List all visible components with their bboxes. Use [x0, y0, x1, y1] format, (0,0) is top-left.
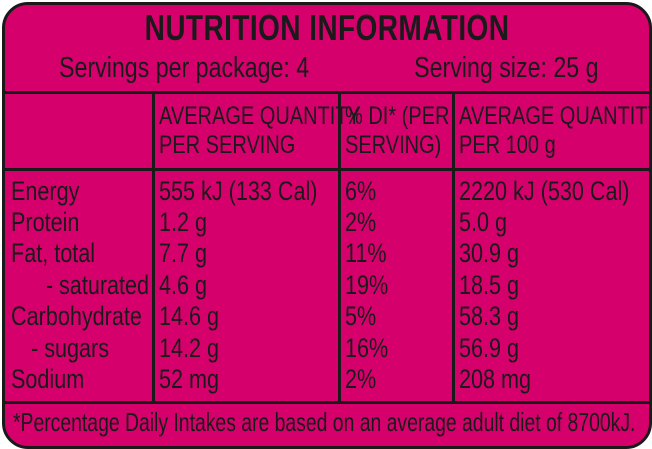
di-value: 6%	[345, 176, 377, 206]
per-100g-value: 5.0 g	[459, 207, 508, 237]
rule-header-bottom	[5, 168, 649, 171]
header-avg-100g-line2: PER 100 g	[459, 131, 556, 159]
per-100g-value: 208 mg	[459, 364, 532, 394]
di-value: 11%	[345, 238, 387, 268]
nutrient-label: Energy	[11, 176, 80, 206]
nutrient-label: - sugars	[31, 333, 110, 363]
di-value: 5%	[345, 301, 377, 331]
per-serving-value: 7.7 g	[159, 238, 208, 268]
di-value: 16%	[345, 333, 389, 363]
footnote: *Percentage Daily Intakes are based on a…	[13, 407, 636, 437]
panel-title: NUTRITION INFORMATION	[144, 7, 510, 48]
nutrient-label: - saturated	[45, 270, 149, 300]
per-100g-value: 30.9 g	[459, 238, 520, 268]
per-100g-value: 2220 kJ (530 Cal)	[459, 176, 630, 206]
di-value: 19%	[345, 270, 389, 300]
col-divider-2	[338, 91, 341, 401]
header-di-line2: SERVING)	[345, 131, 442, 159]
header-avg-100g-line1: AVERAGE QUANTITY	[459, 102, 652, 130]
col-divider-3	[452, 91, 455, 401]
per-100g-value: 56.9 g	[459, 333, 520, 363]
per-100g-value: 58.3 g	[459, 301, 520, 331]
di-value: 2%	[345, 364, 377, 394]
per-serving-value: 14.2 g	[159, 333, 220, 363]
col-divider-1	[152, 91, 155, 401]
per-serving-value: 1.2 g	[159, 207, 208, 237]
serving-size: Serving size: 25 g	[414, 52, 599, 84]
per-serving-value: 14.6 g	[159, 301, 220, 331]
nutrient-label: Carbohydrate	[11, 301, 142, 331]
nutrient-label: Sodium	[11, 364, 85, 394]
rule-top	[5, 91, 649, 94]
per-100g-value: 18.5 g	[459, 270, 520, 300]
per-serving-value: 4.6 g	[159, 270, 208, 300]
servings-per-package: Servings per package: 4	[59, 52, 310, 84]
rule-footnote	[5, 401, 649, 404]
per-serving-value: 52 mg	[159, 364, 220, 394]
header-di-line1: % DI* (PER	[345, 102, 450, 130]
header-avg-serving-line2: PER SERVING	[159, 131, 296, 159]
header-avg-serving-line1: AVERAGE QUANTITY	[159, 102, 361, 130]
per-serving-value: 555 kJ (133 Cal)	[159, 176, 318, 206]
nutrient-label: Fat, total	[11, 238, 96, 268]
servings-row: Servings per package: 4 Serving size: 25…	[5, 49, 649, 89]
nutrient-label: Protein	[11, 207, 80, 237]
di-value: 2%	[345, 207, 377, 237]
